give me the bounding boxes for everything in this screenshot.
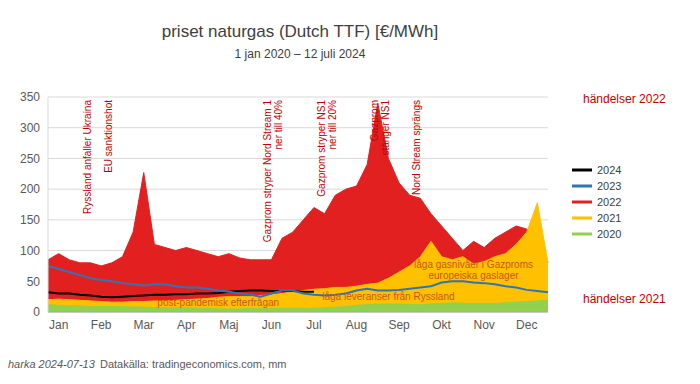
svg-text:Apr: Apr: [177, 318, 196, 332]
svg-text:Gazprom stryper Nord Stream 1n: Gazprom stryper Nord Stream 1ner till 40…: [262, 100, 284, 243]
svg-text:Dec: Dec: [516, 318, 537, 332]
svg-text:250: 250: [20, 152, 40, 166]
svg-text:Nov: Nov: [473, 318, 494, 332]
html-text:2023: 2023: [597, 180, 622, 192]
html-text:Datakälla: tradingeconomics.co: Datakälla: tradingeconomics.com, mm: [100, 358, 287, 370]
html-text:händelser 2022: händelser 2022: [583, 92, 666, 106]
svg-text:Sep: Sep: [388, 318, 410, 332]
svg-text:Ryssland anfaller Ukraina: Ryssland anfaller Ukraina: [82, 100, 93, 214]
html-text:2022: 2022: [597, 196, 622, 208]
svg-text:Feb: Feb: [91, 318, 112, 332]
svg-text:EU sanktionshot: EU sanktionshot: [103, 100, 114, 173]
svg-text:låga gasnivåer i Gazpromseurop: låga gasnivåer i Gazpromseuropeiska gasl…: [414, 259, 533, 281]
svg-text:post-pandemisk efterfrågan: post-pandemisk efterfrågan: [157, 296, 279, 307]
svg-text:300: 300: [20, 121, 40, 135]
svg-text:100: 100: [20, 244, 40, 258]
svg-text:Jun: Jun: [262, 318, 281, 332]
svg-text:Jul: Jul: [306, 318, 321, 332]
svg-text:Gazpromstänger NS1: Gazpromstänger NS1: [369, 100, 391, 156]
svg-text:50: 50: [27, 275, 41, 289]
svg-text:Nord Stream sprängs: Nord Stream sprängs: [411, 100, 422, 195]
html-text:händelser 2021: händelser 2021: [583, 292, 666, 306]
svg-text:Mar: Mar: [133, 318, 154, 332]
svg-text:350: 350: [20, 90, 40, 104]
html-text:1 jan 2020 – 12 juli 2024: 1 jan 2020 – 12 juli 2024: [234, 47, 366, 61]
svg-text:Gazprom stryper NS1ner till 20: Gazprom stryper NS1ner till 20%: [316, 100, 338, 197]
svg-text:Jan: Jan: [49, 318, 68, 332]
svg-text:Aug: Aug: [346, 318, 367, 332]
svg-text:150: 150: [20, 213, 40, 227]
html-text:priset naturgas (Dutch TTF) [€: priset naturgas (Dutch TTF) [€/MWh]: [161, 22, 439, 41]
svg-text:Maj: Maj: [219, 318, 238, 332]
html-text:2024: 2024: [597, 164, 622, 176]
svg-text:låga leveranser från Ryssland: låga leveranser från Ryssland: [322, 291, 454, 302]
svg-text:0: 0: [33, 305, 40, 319]
svg-text:Okt: Okt: [432, 318, 451, 332]
html-text:2021: 2021: [597, 212, 622, 224]
svg-text:200: 200: [20, 182, 40, 196]
html-text:harka 2024-07-13: harka 2024-07-13: [8, 358, 95, 370]
html-text:2020: 2020: [597, 228, 622, 240]
